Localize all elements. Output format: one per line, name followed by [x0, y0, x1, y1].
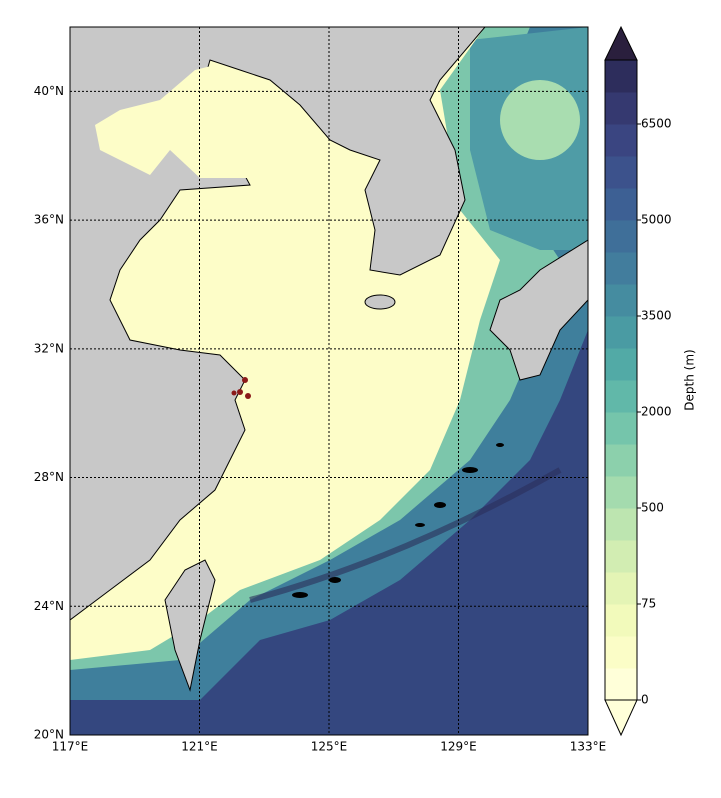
x-tick-label: 117°E — [52, 740, 89, 754]
taiwan — [164, 559, 216, 692]
x-tick-label: 133°E — [570, 740, 607, 754]
colorbar-tick-label: 75 — [641, 597, 656, 611]
x-tick-label: 129°E — [440, 740, 477, 754]
colorbar-band — [605, 188, 637, 221]
colorbar-band — [605, 60, 637, 93]
colorbar-band — [605, 92, 637, 125]
colorbar-band — [605, 412, 637, 445]
colorbar-band — [605, 508, 637, 541]
y-tick-label: 20°N — [34, 728, 64, 742]
bohai — [95, 65, 250, 178]
trench — [249, 467, 562, 603]
jeju — [364, 294, 396, 310]
sample-sites — [231, 377, 251, 399]
colorbar-tick-label: 3500 — [641, 309, 672, 323]
colorbar-band — [605, 284, 637, 317]
colorbar-tick-label: 5000 — [641, 213, 672, 227]
colorbar-tick-label: 500 — [641, 501, 664, 515]
x-tick-label: 125°E — [311, 740, 348, 754]
shallow-patch — [500, 80, 580, 160]
y-tick-label: 36°N — [34, 213, 64, 227]
colorbar-band — [605, 636, 637, 669]
colorbar-band — [605, 444, 637, 477]
map-frame — [69, 26, 589, 736]
colorbar-band — [605, 124, 637, 157]
y-tick-label: 24°N — [34, 599, 64, 613]
x-tick-label: 121°E — [181, 740, 218, 754]
colorbar-tick-label: 6500 — [641, 117, 672, 131]
colorbar-band — [605, 156, 637, 189]
y-tick-label: 32°N — [34, 341, 64, 355]
colorbar-band — [605, 540, 637, 573]
colorbar-band — [605, 316, 637, 349]
colorbar-under — [604, 699, 638, 737]
y-tick-label: 40°N — [34, 84, 64, 98]
colorbar-band — [605, 252, 637, 285]
colorbar-band — [605, 572, 637, 605]
colorbar-band — [605, 348, 637, 381]
colorbar-over — [604, 25, 638, 61]
colorbar-tick-label: 0 — [641, 693, 649, 707]
colorbar-band — [605, 220, 637, 253]
colorbar-label: Depth (m) — [683, 349, 697, 410]
colorbar-band — [605, 476, 637, 509]
colorbar-band — [605, 380, 637, 413]
colorbar-tick-label: 2000 — [641, 405, 672, 419]
colorbar-frame — [604, 59, 638, 701]
colorbar: 0 75 500 2000 3500 5000 6500 — [604, 25, 672, 737]
colorbar-band — [605, 668, 637, 701]
y-tick-label: 28°N — [34, 470, 64, 484]
ryukyu-islands — [292, 443, 504, 598]
colorbar-band — [605, 604, 637, 637]
japan — [489, 239, 588, 381]
